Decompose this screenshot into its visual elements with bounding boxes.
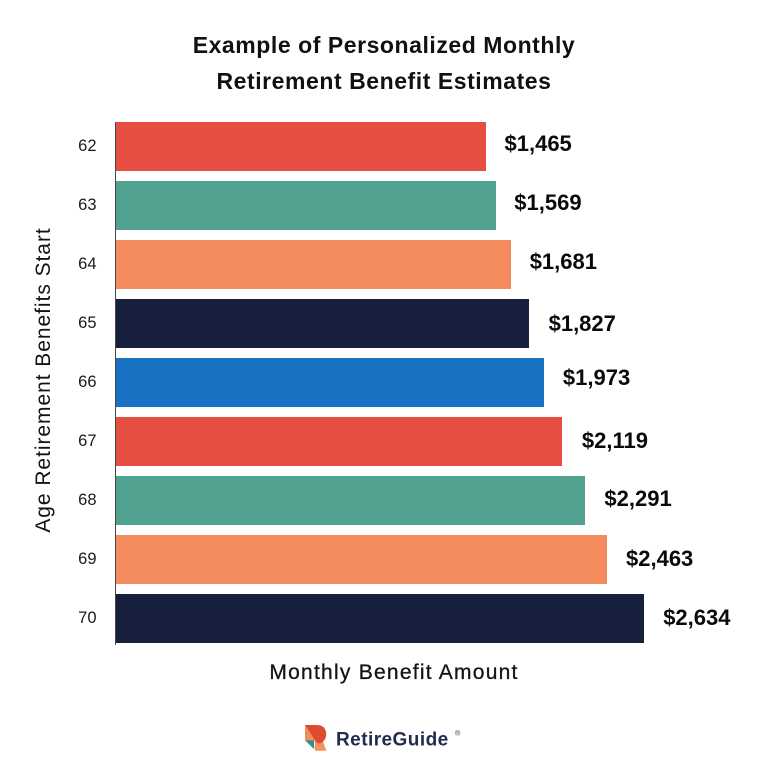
svg-text:®: ® bbox=[455, 729, 461, 738]
svg-text:RetireGuide: RetireGuide bbox=[336, 730, 449, 751]
